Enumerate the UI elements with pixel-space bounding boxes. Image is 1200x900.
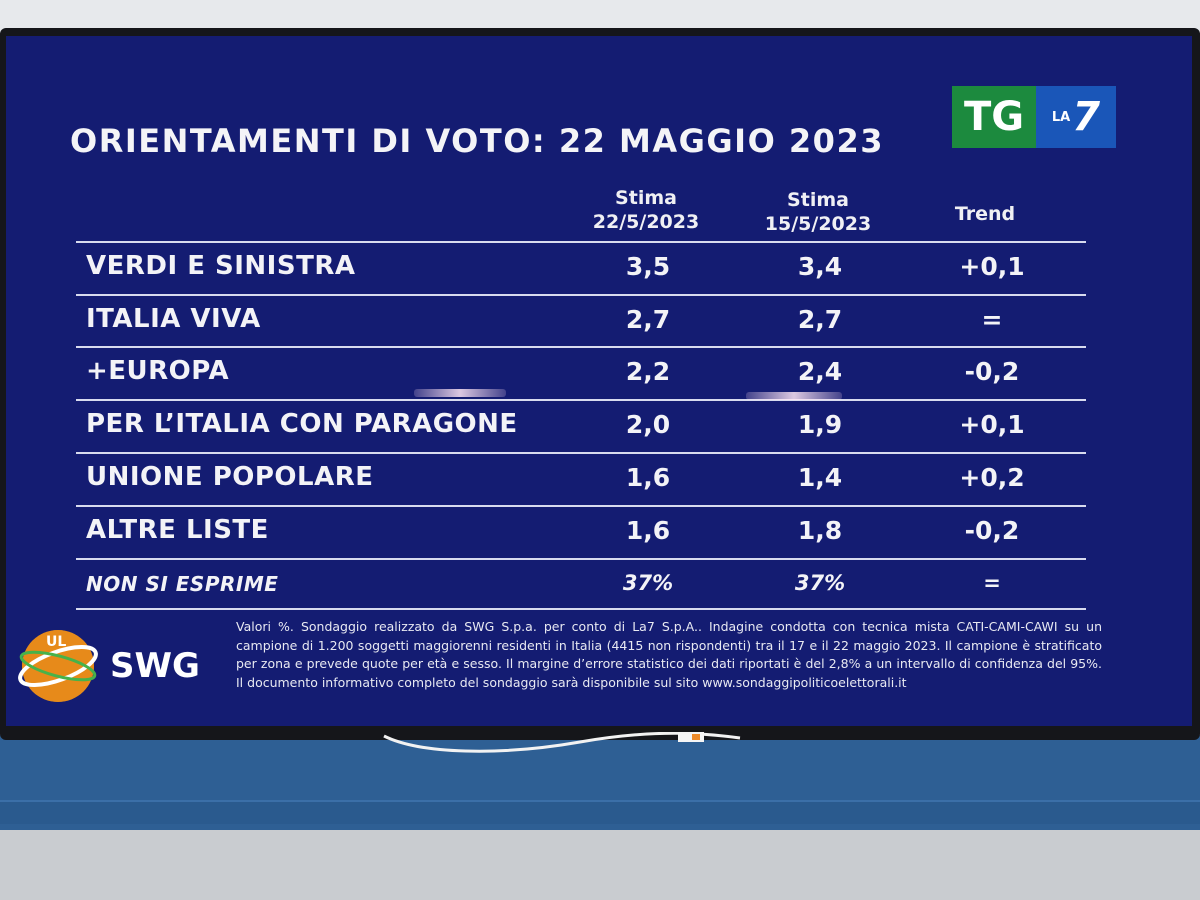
wall-stripe xyxy=(0,800,1200,824)
value-previous: 3,4 xyxy=(797,252,843,281)
table-row-divider xyxy=(76,608,1086,610)
value-trend: -0,2 xyxy=(964,357,1020,386)
row-label: ALTRE LISTE xyxy=(86,515,269,545)
value-previous: 1,9 xyxy=(797,410,843,439)
row-label: +EUROPA xyxy=(86,356,230,386)
screen-glare xyxy=(414,389,506,397)
row-label: PER L’ITALIA CON PARAGONE xyxy=(86,409,518,439)
wall-lower xyxy=(0,830,1200,900)
value-current: 1,6 xyxy=(625,516,671,545)
value-current: 2,2 xyxy=(625,357,671,386)
row-label: UNIONE POPOLARE xyxy=(86,462,374,492)
tv-screen: ORIENTAMENTI DI VOTO: 22 MAGGIO 2023 TG … xyxy=(6,36,1192,726)
value-trend: = xyxy=(981,305,1003,334)
value-previous: 1,8 xyxy=(797,516,843,545)
tv-cable xyxy=(383,732,741,753)
table-row-divider xyxy=(76,399,1086,401)
value-current: 1,6 xyxy=(625,463,671,492)
table-row-divider xyxy=(76,505,1086,507)
value-current: 37% xyxy=(622,571,674,595)
column-header-previous-line1: Stima xyxy=(787,189,849,211)
screen-glare xyxy=(746,392,842,400)
table-row-divider xyxy=(76,558,1086,560)
value-trend: = xyxy=(983,571,1001,595)
la7-logo-la: LA xyxy=(1051,109,1071,125)
value-previous: 1,4 xyxy=(797,463,843,492)
value-previous: 37% xyxy=(794,571,846,595)
swg-globe-logo: UL xyxy=(18,630,98,702)
row-label: ITALIA VIVA xyxy=(86,304,261,334)
methodology-note: Valori %. Sondaggio realizzato da SWG S.… xyxy=(236,619,1102,690)
column-header-trend: Trend xyxy=(954,203,1016,225)
page-title: ORIENTAMENTI DI VOTO: 22 MAGGIO 2023 xyxy=(70,122,884,160)
column-header-current-line2: 22/5/2023 xyxy=(592,211,700,233)
row-label: NON SI ESPRIME xyxy=(86,572,279,596)
value-trend: +0,2 xyxy=(959,463,1025,492)
column-header-current-line1: Stima xyxy=(615,187,677,209)
value-trend: -0,2 xyxy=(964,516,1020,545)
column-header-previous-line2: 15/5/2023 xyxy=(764,213,872,235)
value-trend: +0,1 xyxy=(959,410,1025,439)
value-current: 3,5 xyxy=(625,252,671,281)
tg-logo-text: TG xyxy=(952,86,1036,148)
la7-logo-seven: 7 xyxy=(1072,94,1101,140)
value-current: 2,7 xyxy=(625,305,671,334)
column-header-previous: Stima 15/5/2023 xyxy=(748,188,888,236)
value-current: 2,0 xyxy=(625,410,671,439)
table-row-divider xyxy=(76,294,1086,296)
value-previous: 2,7 xyxy=(797,305,843,334)
row-label: VERDI E SINISTRA xyxy=(86,251,356,281)
value-previous: 2,4 xyxy=(797,357,843,386)
la7-logo: LA 7 xyxy=(1036,86,1116,148)
value-trend: +0,1 xyxy=(959,252,1025,281)
table-row-divider xyxy=(76,452,1086,454)
swg-badge-text: UL xyxy=(46,634,66,650)
column-header-current: Stima 22/5/2023 xyxy=(576,186,716,234)
table-row-divider xyxy=(76,346,1086,348)
table-row-divider xyxy=(76,241,1086,243)
tg-la7-logo: TG LA 7 xyxy=(952,86,1116,148)
swg-logo-text: SWG xyxy=(110,646,200,686)
